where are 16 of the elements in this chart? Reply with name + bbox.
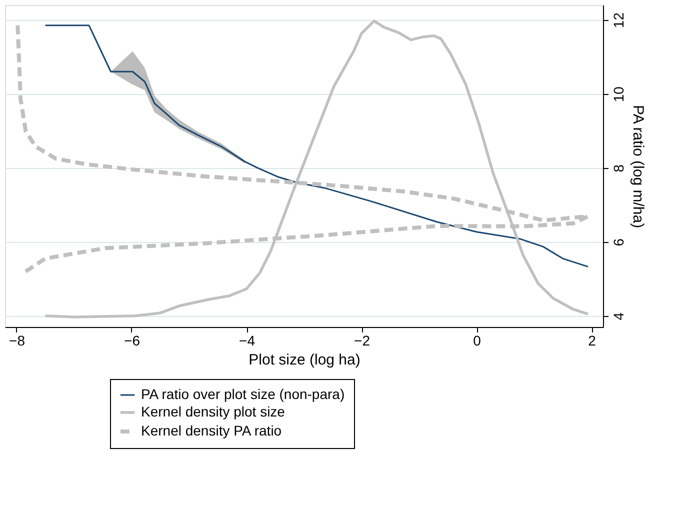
x-tick-label: 2 bbox=[588, 332, 596, 348]
legend-label: Kernel density plot size bbox=[141, 404, 286, 420]
x-axis-title: Plot size (log ha) bbox=[248, 352, 360, 368]
x-tick-label: −8 bbox=[9, 332, 26, 348]
y-axis-title: PA ratio (log m/ha) bbox=[630, 104, 646, 228]
x-tick-label: −6 bbox=[124, 332, 140, 348]
y-tick-label: 10 bbox=[610, 86, 626, 102]
legend-label: PA ratio over plot size (non-para) bbox=[141, 386, 345, 402]
y-tick-label: 6 bbox=[610, 238, 626, 246]
x-tick-label: 0 bbox=[473, 332, 482, 348]
y-tick-label: 4 bbox=[610, 312, 626, 320]
legend-label: Kernel density PA ratio bbox=[141, 422, 282, 438]
y-tick-label: 8 bbox=[610, 164, 626, 172]
x-tick-label: −4 bbox=[239, 332, 256, 348]
y-tick-label: 12 bbox=[610, 12, 626, 28]
x-tick-label: −2 bbox=[354, 332, 370, 348]
